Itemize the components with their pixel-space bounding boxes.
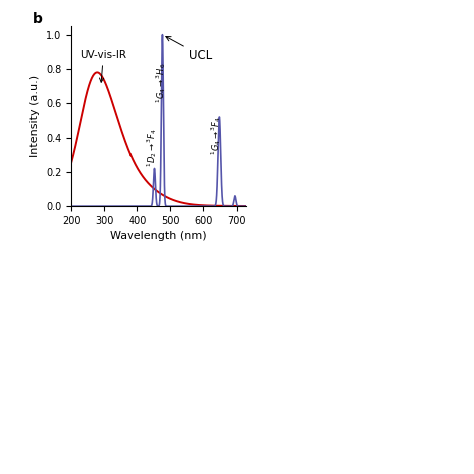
X-axis label: Wavelength (nm): Wavelength (nm) [110,231,207,241]
Text: b: b [33,12,42,26]
Y-axis label: Intensity (a.u.): Intensity (a.u.) [30,75,40,157]
Text: $^1D_2$$\rightarrow$$^3F_4$: $^1D_2$$\rightarrow$$^3F_4$ [146,128,159,167]
Text: UCL: UCL [166,36,212,62]
Text: $^1G_4$$\rightarrow$$^3F_4$: $^1G_4$$\rightarrow$$^3F_4$ [210,116,223,155]
Text: UV-vis-IR: UV-vis-IR [81,50,127,82]
Text: $^1G_4$$\rightarrow$$^3H_6$: $^1G_4$$\rightarrow$$^3H_6$ [154,63,168,103]
